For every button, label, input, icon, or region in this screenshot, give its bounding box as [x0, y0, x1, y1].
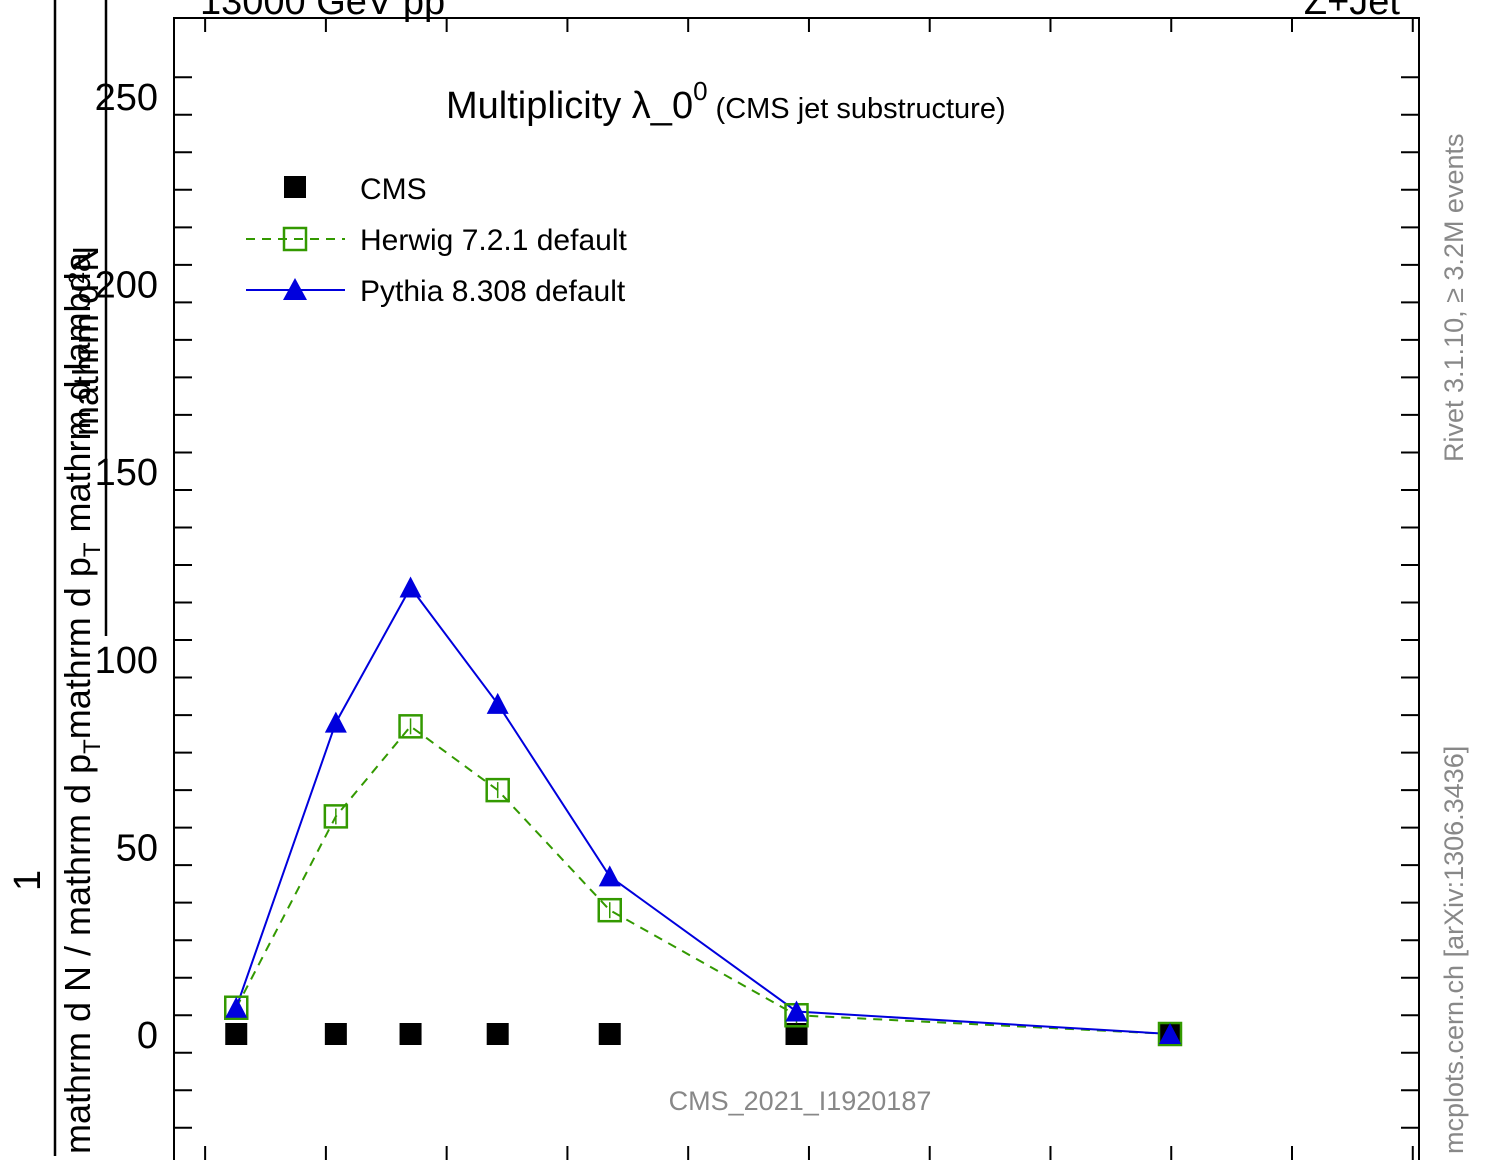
legend-pythia-label: Pythia 8.308 default	[360, 275, 626, 308]
y-label-numerator: mathrm d2N	[64, 246, 106, 436]
pythia-point	[486, 692, 509, 714]
title-superscript: 0	[693, 76, 707, 106]
plot-title: Multiplicity λ_00 (CMS jet substructure)	[446, 76, 1006, 127]
title-main: Multiplicity λ_0	[446, 85, 693, 127]
title-subtitle: (CMS jet substructure)	[716, 93, 1006, 125]
herwig-point	[398, 714, 423, 739]
cms-data-point	[225, 1023, 248, 1045]
rivet-version-label: Rivet 3.1.10, ≥ 3.2M events	[1439, 134, 1469, 462]
herwig-point	[485, 777, 510, 803]
cms-data-point	[486, 1023, 509, 1045]
legend-herwig-marker	[282, 226, 308, 252]
legend-cms-label: CMS	[360, 173, 427, 206]
cms-data-point	[399, 1023, 422, 1045]
pythia-point	[1159, 1023, 1181, 1044]
pythia-point	[785, 1000, 808, 1022]
y-tick-label: 50	[116, 827, 158, 869]
y-tick-label: 250	[95, 77, 158, 119]
series-layer	[224, 576, 1183, 1047]
plot-frame	[173, 17, 1420, 1160]
herwig-point	[597, 897, 622, 923]
y-label-denominator: mathrm d N / mathrm d pTmathrm d pT math…	[57, 251, 106, 1154]
process-label: 13000 GeV pp	[200, 0, 445, 23]
pythia-point	[399, 576, 422, 598]
legend-herwig-label: Herwig 7.2.1 default	[360, 224, 627, 257]
y-label-prefactor: 1	[7, 870, 49, 891]
legend-cms-marker	[284, 176, 306, 198]
legend-pythia-marker	[283, 278, 307, 300]
mcplots-reference-label: mcplots.cern.ch [arXiv:1306.3436]	[1439, 746, 1469, 1154]
pythia-line	[235, 585, 1171, 1035]
y-tick-label: 100	[95, 640, 158, 682]
y-tick-label: 150	[95, 452, 158, 494]
cms-data-point	[785, 1023, 808, 1045]
pythia-point	[324, 711, 347, 733]
herwig-line	[235, 724, 1171, 1035]
legend: CMS Herwig 7.2.1 default Pythia 8.308 de…	[246, 173, 627, 308]
axis-ticks	[174, 18, 1419, 1160]
analysis-watermark: CMS_2021_I1920187	[669, 1086, 932, 1116]
pythia-point	[598, 865, 621, 887]
cms-data-point	[598, 1023, 621, 1045]
observable-label: Z+Jet	[1304, 0, 1401, 23]
cms-data-point	[324, 1023, 347, 1045]
y-tick-label: 0	[137, 1015, 158, 1057]
y-axis-label: 1 mathrm d N / mathrm d pTmathrm d pT ma…	[7, 0, 108, 1156]
herwig-point	[323, 804, 349, 829]
pythia-point	[225, 996, 248, 1018]
